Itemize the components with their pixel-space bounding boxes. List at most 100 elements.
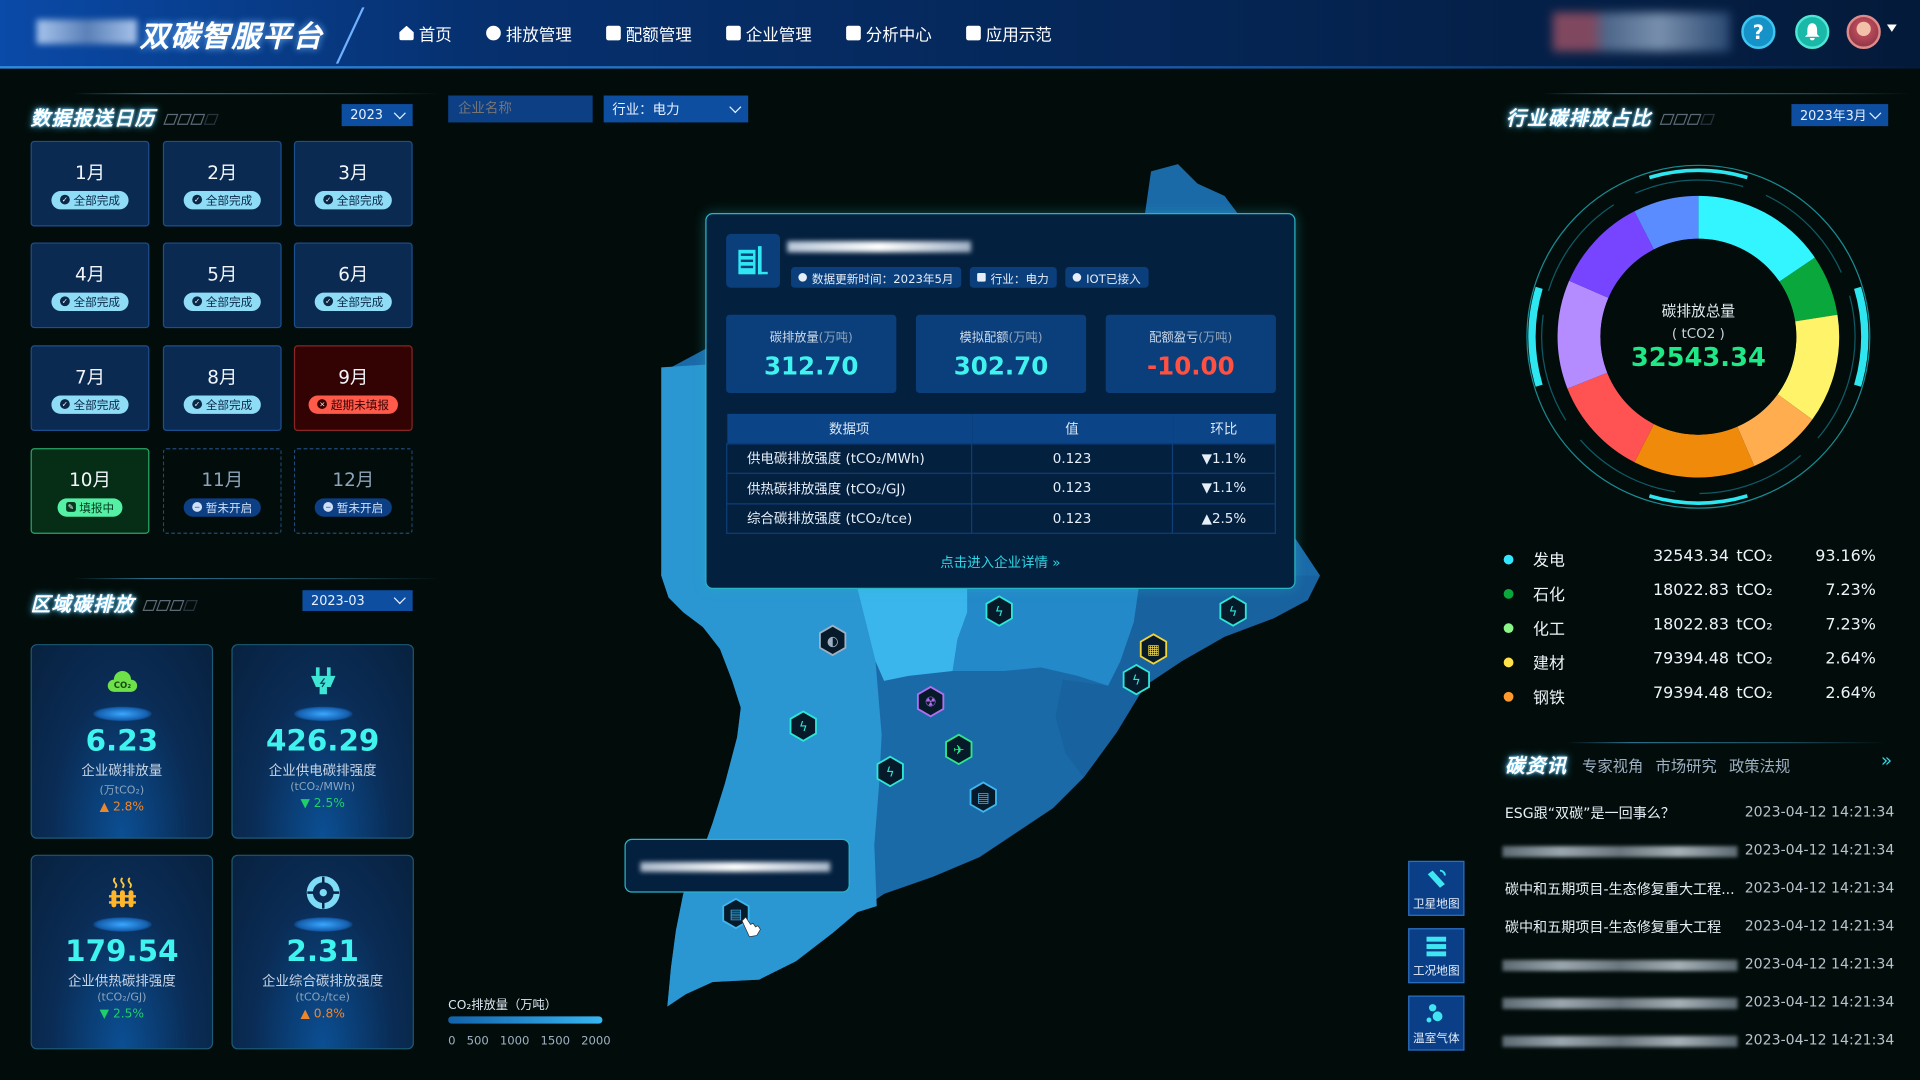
region-stat-card[interactable]: 2.31 企业综合碳排放强度 (tCO₂/tce) ▲ 0.8% [231,854,414,1050]
popup-data-table: 数据项 值 环比 供电碳排放强度 (tCO₂/MWh) 0.123 ▼1.1% 供热碳… [726,413,1276,534]
table-row: 综合碳排放强度 (tCO₂/tce) 0.123 ▲2.5% [726,502,1276,534]
donut-segment[interactable] [1567,372,1654,463]
news-item[interactable]: 碳中和五期项目-生态修复重大工程... 2023-04-12 14:21:34 [1505,879,1894,901]
help-button[interactable]: ? [1741,14,1776,49]
map-marker-power-icon[interactable]: ϟ [1219,595,1247,627]
map-marker-nuclear-icon[interactable]: ☢ [916,685,945,718]
news-tab-expert[interactable]: 专家视角 [1582,756,1644,776]
condition-map-button[interactable]: 工况地图 [1408,928,1465,984]
news-item[interactable]: ESG跟“双碳”是一回事么？ 2023-04-12 14:21:34 [1505,803,1894,825]
avatar-dropdown-caret-icon[interactable] [1886,24,1897,32]
nav-analysis[interactable]: 分析中心 [846,21,932,45]
check-circle-icon: ✓ [192,194,203,205]
calendar-month-7[interactable]: 7月 ✓ 全部完成 [30,345,150,432]
news-item[interactable]: 2023-04-12 14:21:34 [1502,841,1894,863]
month-select[interactable]: 2023年3月 [1791,104,1889,127]
map-marker-airport-icon[interactable]: ✈ [945,733,973,766]
nav-label: 分析中心 [865,25,932,46]
marker-hexagon [945,733,973,766]
calendar-month-5[interactable]: 5月 ✓ 全部完成 [162,242,282,329]
marker-hexagon [819,624,847,657]
greenhouse-gas-button[interactable]: 温室气体 [1408,995,1465,1051]
column-header: 值 [971,413,1173,444]
donut-right-bracket [1854,286,1869,387]
news-more-chevron-icon[interactable]: » [1880,749,1893,772]
status-text: 全部完成 [73,194,121,209]
status-badge: ✓ 全部完成 [314,292,392,311]
legend-tick: 500 [466,1034,489,1049]
news-item[interactable]: 碳中和五期项目-生态修复重大工程 2023-04-12 14:21:34 [1505,917,1894,939]
enterprise-name-input[interactable] [448,95,593,123]
calendar-month-8[interactable]: 8月 ✓ 全部完成 [162,345,282,432]
nav-enterprise[interactable]: 企业管理 [726,21,812,45]
status-text: 全部完成 [336,194,384,209]
enterprise-detail-link[interactable]: 点击进入企业详情 » [940,554,1061,571]
map-marker-factory-icon[interactable]: ◐ [819,624,847,657]
period-select[interactable]: 2023-03 [302,590,413,612]
calendar-month-9[interactable]: 9月 × 超期未填报 [293,345,413,432]
region-stat-card[interactable]: 179.54 企业供热碳排强度 (tCO₂/GJ) ▼ 2.5% [30,854,214,1050]
map-marker-power-icon[interactable]: ϟ [789,710,817,742]
news-item[interactable]: 2023-04-12 14:21:34 [1502,1031,1894,1053]
news-title-redacted [1502,997,1738,1009]
donut-segment[interactable] [1737,394,1813,466]
legend-value: 18022.83 [1653,615,1729,635]
calendar-month-11[interactable]: 11月 − 暂未开启 [162,448,282,534]
stat-unit: (tCO₂/MWh) [290,781,356,794]
nav-quota[interactable]: 配额管理 [606,21,692,45]
stat-label-text: 配额盈亏 [1149,331,1199,346]
donut-hole [1600,238,1797,435]
satellite-map-button[interactable]: 卫星地图 [1408,860,1465,916]
calendar-month-1[interactable]: 1月 ✓ 全部完成 [30,140,150,227]
stat-unit: (tCO₂/GJ) [97,991,147,1005]
news-tab-market[interactable]: 市场研究 [1655,756,1717,776]
donut-segment[interactable] [1777,314,1840,420]
map-marker-power-icon[interactable]: ϟ [985,595,1013,627]
month-label: 2月 [207,161,238,184]
industry-select[interactable]: 行业：电力 [603,95,749,123]
legend-tick: 0 [448,1034,456,1049]
calendar-month-12[interactable]: 12月 − 暂未开启 [293,448,413,534]
map-marker-power-icon[interactable]: ϟ [876,755,904,788]
iot-tag: IOT已接入 [1065,266,1149,288]
region-stat-card[interactable]: 426.29 企业供电碳排强度 (tCO₂/MWh) ▼ 2.5% [231,644,414,839]
status-text: 暂未开启 [205,502,253,516]
nav-demo[interactable]: 应用示范 [966,21,1052,45]
map-marker-building-icon[interactable]: ▦ [1139,633,1168,665]
notification-button[interactable] [1795,14,1830,49]
calendar-month-2[interactable]: 2月 ✓ 全部完成 [162,140,282,227]
nav-emission[interactable]: 排放管理 [486,21,572,45]
stat-label: 配额盈亏(万吨) [1149,327,1232,345]
month-label: 7月 [74,365,106,388]
donut-segment[interactable] [1569,211,1654,298]
calendar-title: 数据报送日历 [31,102,219,131]
status-text: 全部完成 [73,296,121,310]
triangle-down-icon: ▼ [99,1007,113,1022]
avatar[interactable] [1846,14,1881,49]
map-marker-document-icon[interactable]: ▤ [969,781,997,813]
donut-segment[interactable] [1557,280,1609,389]
app-title: 双碳智服平台 [139,19,324,54]
calendar-month-10[interactable]: 10月 ✎ 填报中 [30,448,150,534]
news-tab-policy[interactable]: 政策法规 [1728,756,1791,776]
donut-segment[interactable] [1634,195,1699,250]
year-select[interactable]: 2023 [341,104,413,127]
stat-label: 碳排放量(万吨) [770,327,853,345]
nav-home[interactable]: 首页 [399,21,452,45]
user-info[interactable] [1552,12,1731,52]
calendar-month-3[interactable]: 3月 ✓ 全部完成 [293,140,413,227]
legend-dot [1503,623,1514,634]
legend-name: 建材 [1533,655,1565,674]
news-item[interactable]: 2023-04-12 14:21:34 [1502,955,1894,977]
enterprise-popup: 数据更新时间：2023年5月 行业：电力 IOT已接入 数据项 值 环比 供电碳… [705,213,1296,589]
donut-segment[interactable] [1634,424,1755,478]
donut-segment[interactable] [1698,195,1815,282]
tag-text: 行业：电力 [990,272,1049,286]
map-marker-power-icon[interactable]: ϟ [1122,663,1150,696]
calendar-month-6[interactable]: 6月 ✓ 全部完成 [293,242,413,329]
donut-segment[interactable] [1779,257,1838,322]
calendar-month-4[interactable]: 4月 ✓ 全部完成 [30,242,150,329]
change-value: 2.5% [313,797,345,811]
news-item[interactable]: 2023-04-12 14:21:34 [1502,993,1894,1015]
region-stat-card[interactable]: CO₂ 6.23 企业碳排放量 (万tCO₂) ▲ 2.8% [30,644,214,839]
